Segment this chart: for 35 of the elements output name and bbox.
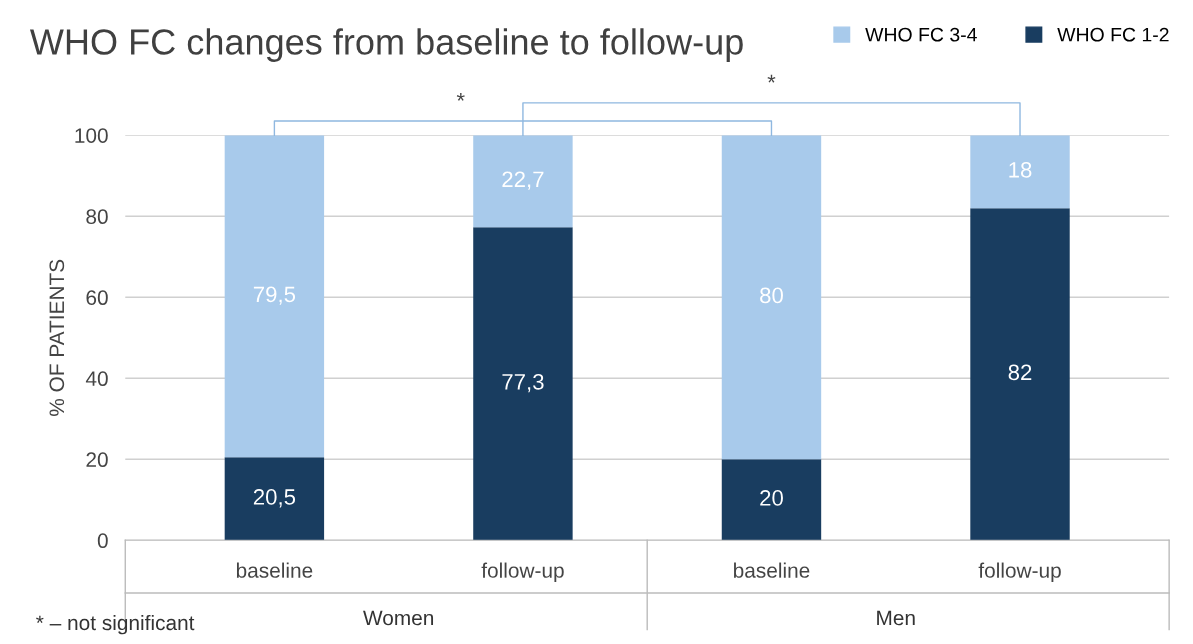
x-tick-label: follow-up — [481, 562, 564, 582]
bar — [721, 459, 822, 541]
legend-label: WHO FC 1-2 — [1057, 27, 1169, 42]
bar — [473, 135, 573, 228]
data-label: 77,3 — [502, 373, 544, 393]
data-label: 79,5 — [253, 286, 296, 305]
y-axis-title: % OF PATIENTS — [49, 259, 65, 416]
y-tick-label: 60 — [86, 290, 108, 306]
data-label: 22,7 — [502, 171, 544, 190]
bar — [473, 227, 573, 541]
y-tick-label: 80 — [86, 209, 108, 225]
y-tick-label: 0 — [97, 533, 108, 549]
data-label: 18 — [1009, 161, 1032, 178]
y-tick-label: 100 — [75, 128, 108, 143]
text: * — [767, 74, 776, 83]
y-tick-label: 40 — [85, 371, 108, 387]
bar — [970, 208, 1070, 541]
data-label: 80 — [760, 287, 783, 304]
y-tick-label: 20 — [86, 452, 108, 468]
chart-title: WHO FC changes from baseline to follow-up — [29, 28, 743, 62]
data-label: 20 — [760, 490, 783, 506]
data-label: 20,5 — [253, 489, 296, 508]
legend-label: WHO FC 3-4 — [865, 27, 977, 42]
x-tick-label: baseline — [734, 562, 810, 578]
x-tick-label: baseline — [236, 562, 313, 578]
data-label: 82 — [1008, 364, 1032, 381]
bar — [721, 135, 822, 460]
text: * – not significant — [36, 614, 195, 635]
text: Women — [363, 610, 434, 626]
bar — [970, 135, 1070, 209]
bar — [224, 457, 325, 541]
x-tick-label: follow-up — [978, 562, 1061, 582]
text: Men — [877, 610, 915, 626]
bar — [224, 135, 325, 458]
text: * — [456, 93, 465, 101]
